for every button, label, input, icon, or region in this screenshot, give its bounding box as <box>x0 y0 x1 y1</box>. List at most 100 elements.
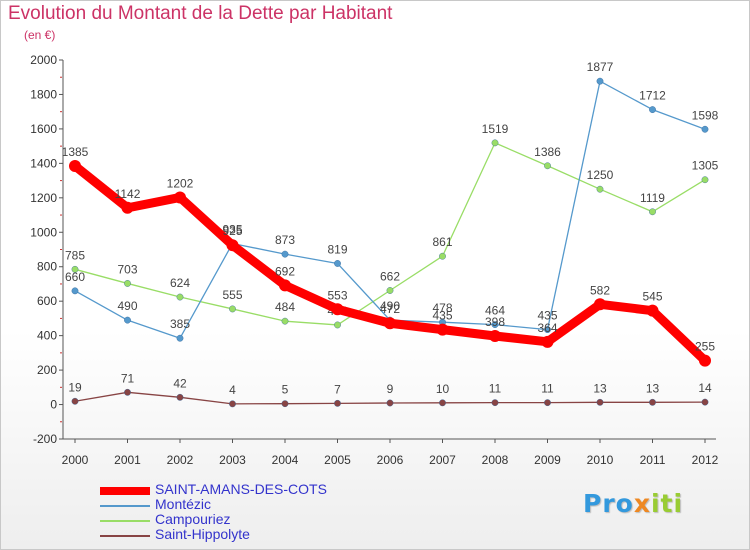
x-tick-label: 2000 <box>62 453 89 467</box>
y-tick-label: 1400 <box>30 156 57 170</box>
data-point-s0 <box>646 304 659 317</box>
data-point-s2 <box>701 176 709 184</box>
chart-title: Evolution du Montant de la Dette par Hab… <box>8 3 393 24</box>
y-tick-label: 0 <box>50 398 57 412</box>
legend-label: Montézic <box>155 496 212 512</box>
data-label-s1: 490 <box>117 299 137 313</box>
data-point-s1 <box>701 125 709 133</box>
data-label-s3: 14 <box>698 381 712 395</box>
data-label-s3: 71 <box>121 371 135 385</box>
data-point-s1 <box>281 250 289 258</box>
x-tick-label: 2008 <box>482 453 509 467</box>
y-tick-label: 200 <box>37 363 57 377</box>
legend-swatch <box>100 504 150 507</box>
data-point-s0 <box>436 323 449 336</box>
data-point-s3 <box>439 399 446 407</box>
data-point-s0 <box>69 159 81 172</box>
x-tick-label: 2002 <box>167 453 194 467</box>
data-point-s3 <box>334 399 341 407</box>
data-point-s1 <box>596 77 604 85</box>
data-point-s0 <box>331 303 344 316</box>
data-label-s1: 873 <box>275 233 295 247</box>
legend-swatch <box>100 486 150 495</box>
data-label-s0: 1202 <box>167 176 194 190</box>
x-tick-label: 2004 <box>272 453 299 467</box>
data-point-s0 <box>489 329 501 342</box>
data-label-s3: 4 <box>229 383 236 397</box>
x-tick-label: 2001 <box>114 453 141 467</box>
data-point-s1 <box>334 260 341 267</box>
data-label-s0: 255 <box>695 340 715 354</box>
data-point-s2 <box>544 162 551 170</box>
data-label-s1: 385 <box>170 317 190 331</box>
data-label-s2: 555 <box>222 288 242 302</box>
y-tick-label: 2000 <box>30 53 57 67</box>
x-tick-label: 2011 <box>640 453 666 467</box>
x-tick-label: 2003 <box>219 453 246 467</box>
data-point-s2 <box>229 305 236 313</box>
x-tick-label: 2005 <box>324 453 351 467</box>
data-point-s3 <box>596 398 604 406</box>
data-point-s0 <box>384 317 396 330</box>
proxiti-logo: Proxiti <box>583 489 684 518</box>
data-label-s0: 582 <box>590 283 610 297</box>
data-point-s3 <box>124 388 131 396</box>
data-label-s0: 398 <box>485 315 505 329</box>
data-point-s1 <box>176 334 184 342</box>
legend-label: Saint-Hippolyte <box>155 526 250 542</box>
data-label-s3: 13 <box>646 381 660 395</box>
data-label-s2: 484 <box>275 300 295 314</box>
data-point-s3 <box>281 400 289 408</box>
data-label-s2: 662 <box>380 270 400 284</box>
data-point-s0 <box>226 239 239 252</box>
data-label-s0: 692 <box>275 264 295 278</box>
x-tick-label: 2007 <box>429 453 456 467</box>
data-label-s0: 364 <box>537 321 557 335</box>
data-label-s0: 435 <box>432 309 452 323</box>
data-label-s3: 9 <box>387 382 394 396</box>
x-tick-label: 2006 <box>377 453 404 467</box>
y-tick-label: 1800 <box>30 87 57 101</box>
data-label-s1: 819 <box>327 242 347 256</box>
data-label-s2: 1305 <box>692 159 719 173</box>
x-tick-label: 2010 <box>587 453 614 467</box>
data-point-s2 <box>596 185 604 193</box>
y-tick-label: 1200 <box>30 191 57 205</box>
data-point-s3 <box>544 399 551 407</box>
data-point-s3 <box>491 399 499 407</box>
data-label-s2: 1519 <box>482 122 509 136</box>
data-label-s2: 1250 <box>587 168 614 182</box>
line-chart: -200 0 200 400 600 800 1000 1200 1400 1600 1800 200… <box>30 53 719 467</box>
data-label-s0: 553 <box>327 288 347 302</box>
data-label-s1: 1598 <box>692 108 719 122</box>
data-point-s2 <box>439 252 446 260</box>
data-label-s0: 472 <box>380 302 400 316</box>
legend-swatch <box>100 534 150 537</box>
data-point-s2 <box>649 208 656 216</box>
data-label-s2: 785 <box>65 248 85 262</box>
data-point-s3 <box>176 393 184 401</box>
data-point-s0 <box>541 335 554 348</box>
data-point-s0 <box>279 279 291 292</box>
data-point-s0 <box>174 191 186 204</box>
data-point-s2 <box>491 139 499 147</box>
data-point-s1 <box>649 106 656 114</box>
data-label-s1: 1712 <box>639 89 666 103</box>
data-label-s3: 19 <box>68 380 82 394</box>
data-point-s3 <box>71 397 79 405</box>
legend-swatch <box>100 519 150 522</box>
data-label-s2: 1119 <box>640 191 665 205</box>
data-point-s0 <box>699 354 711 367</box>
data-point-s3 <box>229 400 236 408</box>
y-tick-label: 400 <box>37 329 57 343</box>
data-label-s3: 5 <box>282 383 289 397</box>
data-point-s3 <box>701 398 709 406</box>
data-label-s1: 478 <box>432 301 452 315</box>
data-label-s3: 42 <box>173 376 187 390</box>
data-point-s2 <box>176 293 184 301</box>
legend-label: SAINT-AMANS-DES-COTS <box>155 481 327 497</box>
y-tick-label: -200 <box>33 432 57 446</box>
data-label-s2: 861 <box>432 235 452 249</box>
data-point-s3 <box>386 399 394 407</box>
